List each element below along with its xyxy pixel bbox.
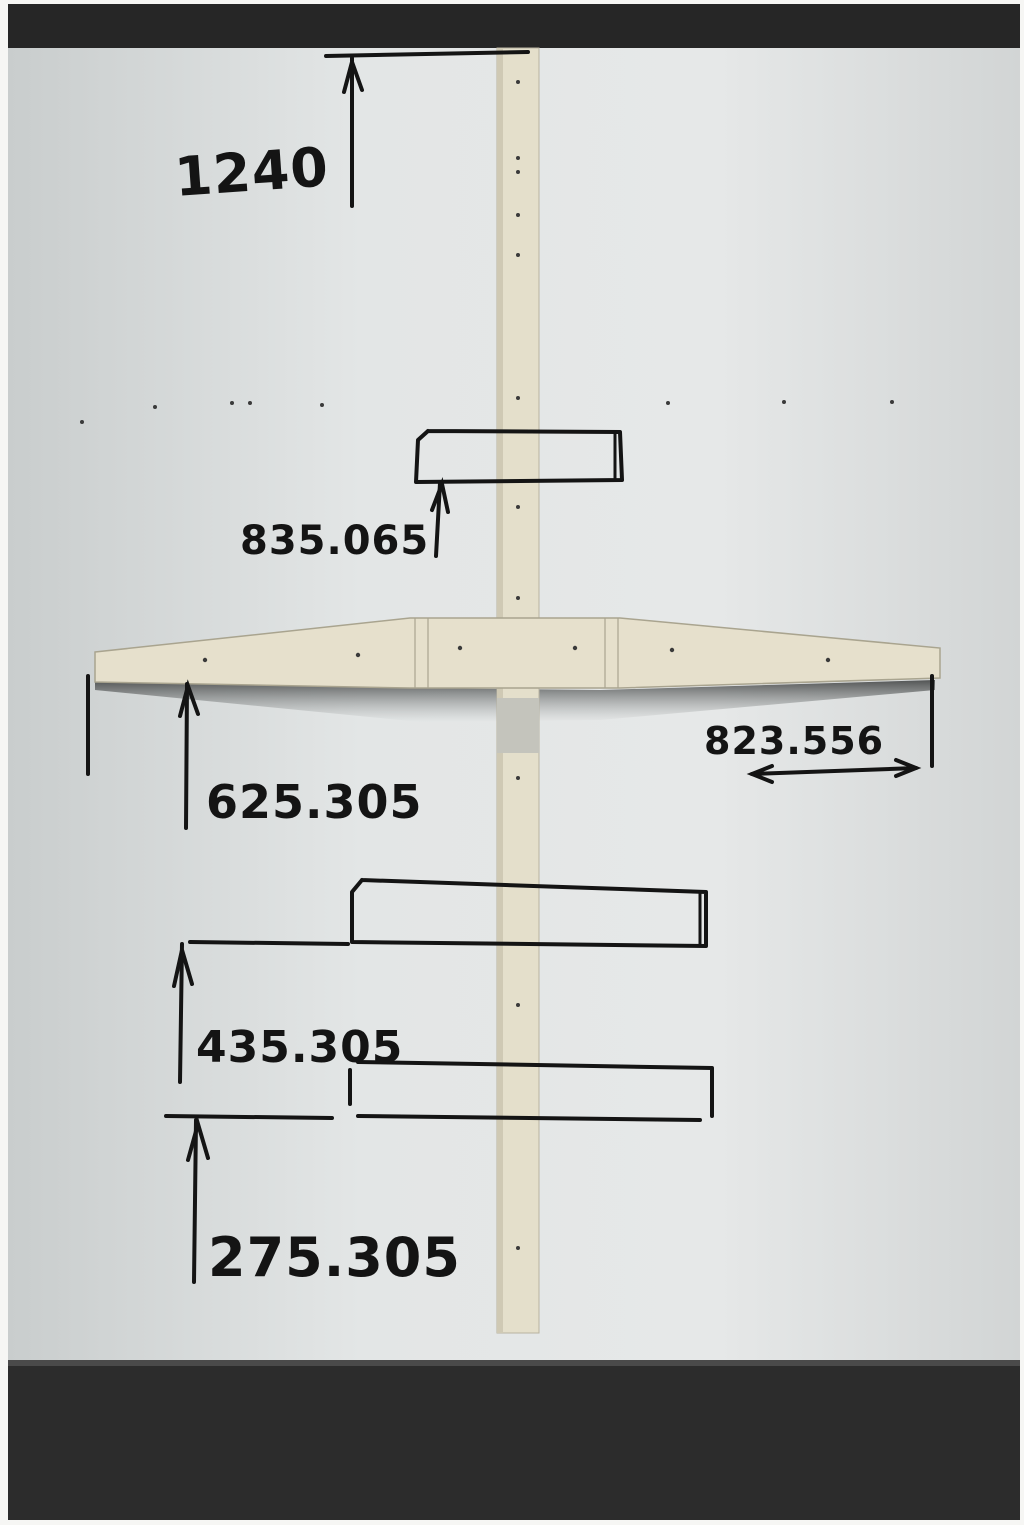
- label-lower-shelf-height: 275.305: [208, 1226, 461, 1289]
- crossbar-joints: [414, 618, 619, 688]
- drawn-middle-shelf: [350, 878, 708, 948]
- ceiling-band: [8, 4, 1020, 48]
- floor-edge: [8, 1360, 1020, 1366]
- crossbar: [94, 617, 941, 689]
- wall-nail-holes: [80, 400, 894, 424]
- drawn-upper-shelf: [414, 429, 624, 484]
- label-crossbar-height: 625.305: [206, 775, 423, 829]
- floor: [8, 1360, 1020, 1520]
- dimension-lines: [86, 50, 934, 1284]
- drawn-shelves: [348, 429, 714, 1122]
- pole-screw-holes: [516, 80, 520, 1250]
- drawn-lower-shelf: [356, 1060, 714, 1118]
- label-middle-shelf-height: 435.305: [196, 1022, 403, 1073]
- label-upper-shelf-height: 835.065: [240, 518, 429, 564]
- vertical-pole: [496, 47, 540, 1334]
- label-crossbar-half-span: 823.556: [704, 719, 884, 763]
- crossbar-screw-holes: [202, 645, 831, 663]
- vertical-pole-edge: [497, 48, 503, 1333]
- label-top-height: 1240: [173, 135, 331, 209]
- pole-shadow-patch: [497, 698, 539, 753]
